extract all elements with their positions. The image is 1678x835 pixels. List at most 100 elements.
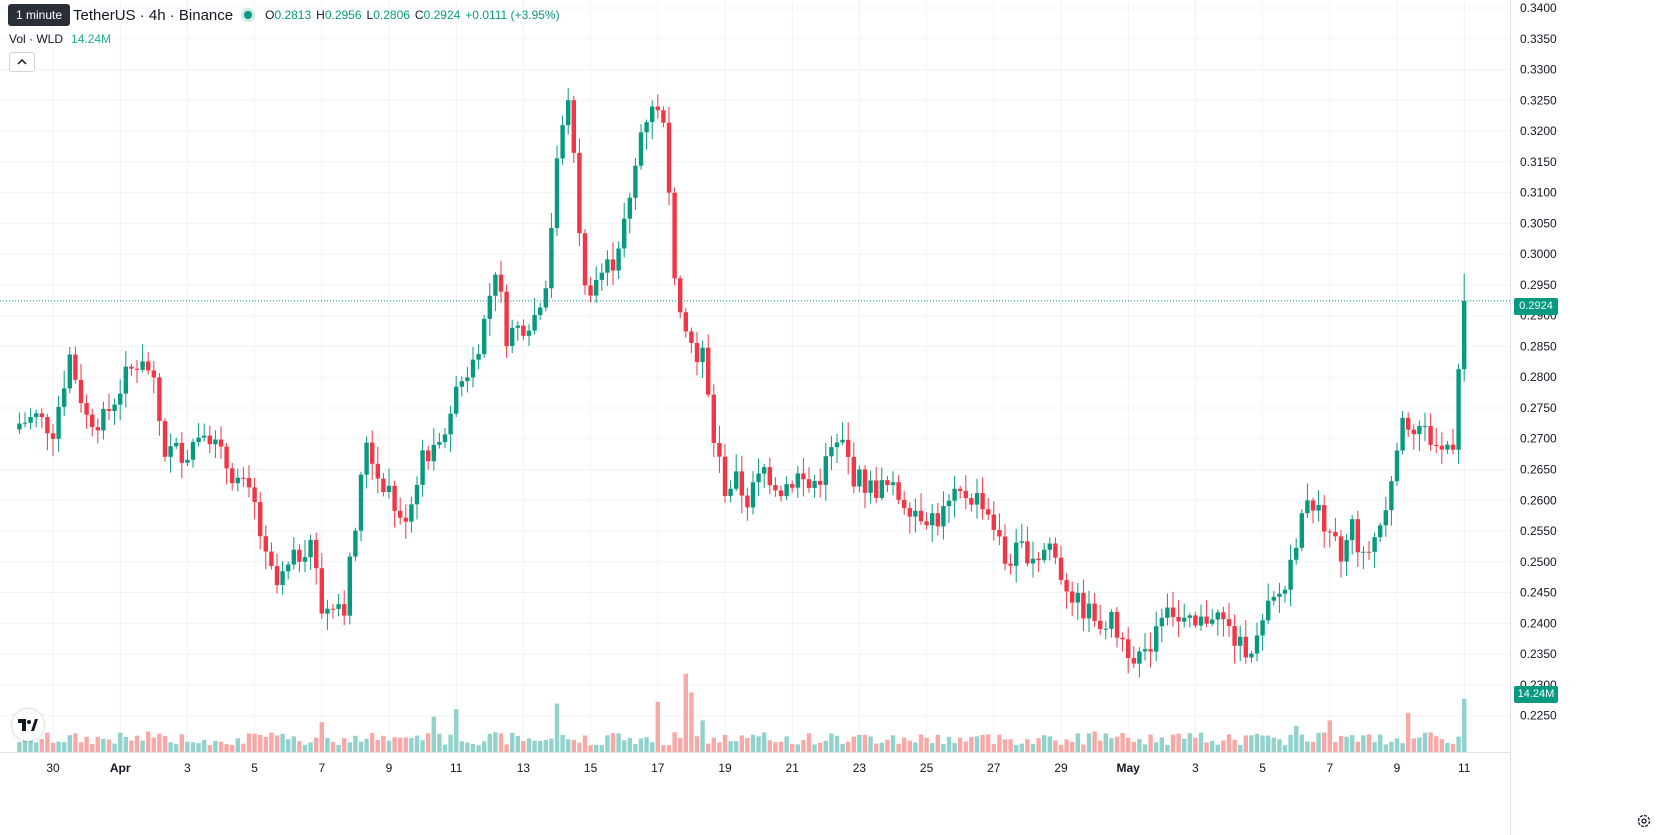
- candle-body: [1344, 540, 1349, 562]
- volume-bar: [403, 737, 408, 752]
- volume-bar: [930, 743, 935, 752]
- volume-bar: [17, 742, 22, 752]
- candle-body: [431, 444, 436, 462]
- candle-body: [812, 481, 817, 488]
- candle-body: [1372, 537, 1377, 552]
- volume-bar: [1417, 737, 1422, 752]
- candle-body: [291, 549, 296, 565]
- candle-body: [902, 499, 907, 509]
- volume-bar: [151, 737, 156, 752]
- candle-body: [302, 557, 308, 562]
- volume-bar: [1294, 725, 1299, 752]
- volume-bar: [974, 736, 980, 752]
- tradingview-logo-icon[interactable]: [12, 709, 44, 741]
- candle-body: [610, 259, 616, 271]
- candle-body: [633, 165, 638, 198]
- volume-bar: [829, 733, 834, 752]
- volume-bar: [958, 737, 963, 752]
- candle-body: [258, 502, 263, 537]
- volume-bar: [991, 743, 996, 752]
- volume-bar: [1406, 712, 1411, 752]
- candle-body: [101, 409, 106, 431]
- volume-bar: [941, 744, 946, 752]
- volume-bar: [179, 734, 184, 752]
- candle-body: [734, 471, 739, 489]
- volume-bar: [946, 736, 952, 752]
- candle-body: [560, 125, 565, 159]
- volume-bar: [235, 738, 240, 752]
- candle-body: [386, 485, 392, 492]
- volume-bar: [95, 736, 100, 752]
- candle-body: [1075, 592, 1080, 603]
- candle-body: [728, 488, 733, 496]
- volume-bar: [1333, 742, 1338, 752]
- volume-bar: [1176, 733, 1181, 752]
- volume-bar: [801, 740, 806, 752]
- candle-body: [319, 568, 324, 614]
- volume-bar: [454, 709, 459, 752]
- candle-body: [454, 386, 459, 414]
- candle-body: [470, 359, 476, 378]
- time-tick-label: 3: [184, 761, 191, 775]
- volume-bar: [140, 740, 145, 752]
- gear-icon[interactable]: [1634, 811, 1654, 831]
- candle-body: [935, 513, 940, 527]
- volume-legend[interactable]: Vol · WLD 14.24M: [9, 32, 111, 46]
- candle-body: [118, 393, 123, 405]
- candle-body: [554, 158, 560, 228]
- symbol-title[interactable]: TetherUS · 4h · Binance: [73, 6, 234, 24]
- candle-body: [493, 274, 498, 296]
- time-tick-label: 11: [1458, 761, 1471, 775]
- candle-body: [700, 347, 705, 363]
- candle-body: [896, 482, 901, 500]
- collapse-legend-button[interactable]: [9, 52, 35, 72]
- volume-bar: [1137, 738, 1142, 752]
- candle-body: [17, 423, 22, 430]
- volume-bar: [414, 735, 420, 752]
- candle-body: [403, 517, 408, 522]
- candle-body: [997, 529, 1002, 537]
- volume-bar: [420, 740, 425, 752]
- volume-bar: [302, 744, 308, 752]
- volume-bar: [862, 734, 868, 752]
- volume-bar: [1238, 744, 1243, 752]
- candle-body: [207, 435, 212, 445]
- volume-bar: [896, 743, 901, 752]
- candle-body: [1187, 615, 1192, 618]
- volume-bar: [666, 745, 672, 752]
- candle-body: [1103, 628, 1108, 630]
- candle-body: [1383, 510, 1388, 526]
- candle-body: [1400, 417, 1405, 451]
- volume-bar: [196, 743, 201, 752]
- candle-body: [582, 233, 588, 286]
- price-tick-label: 0.2850: [1520, 339, 1557, 353]
- volume-bar: [767, 740, 772, 752]
- candle-body: [622, 218, 627, 249]
- candle-body: [1232, 626, 1237, 646]
- candle-body: [868, 480, 873, 493]
- candle-body: [1159, 617, 1164, 627]
- candle-body: [314, 539, 319, 569]
- candle-body: [1030, 558, 1036, 564]
- price-tick-label: 0.3050: [1520, 216, 1557, 230]
- price-tick-label: 0.3350: [1520, 32, 1557, 46]
- volume-bar: [879, 742, 884, 752]
- candle-body: [358, 474, 364, 531]
- candle-body: [885, 480, 890, 485]
- legend-change: +0.0111 (+3.95%): [465, 8, 560, 22]
- price-tick-label: 0.3250: [1520, 93, 1557, 107]
- candle-body: [627, 197, 632, 219]
- volume-bar: [918, 734, 924, 752]
- candle-body: [1254, 635, 1260, 654]
- volume-bar: [280, 733, 285, 752]
- candle-body: [1249, 653, 1254, 658]
- candle-body: [1204, 616, 1209, 624]
- volume-label: Vol · WLD: [9, 32, 64, 46]
- volume-bar: [840, 744, 845, 752]
- volume-bar: [1103, 733, 1108, 752]
- candle-body: [381, 478, 386, 492]
- candle-body: [683, 312, 688, 332]
- candle-body: [218, 439, 224, 447]
- market-status-icon[interactable]: [241, 8, 256, 22]
